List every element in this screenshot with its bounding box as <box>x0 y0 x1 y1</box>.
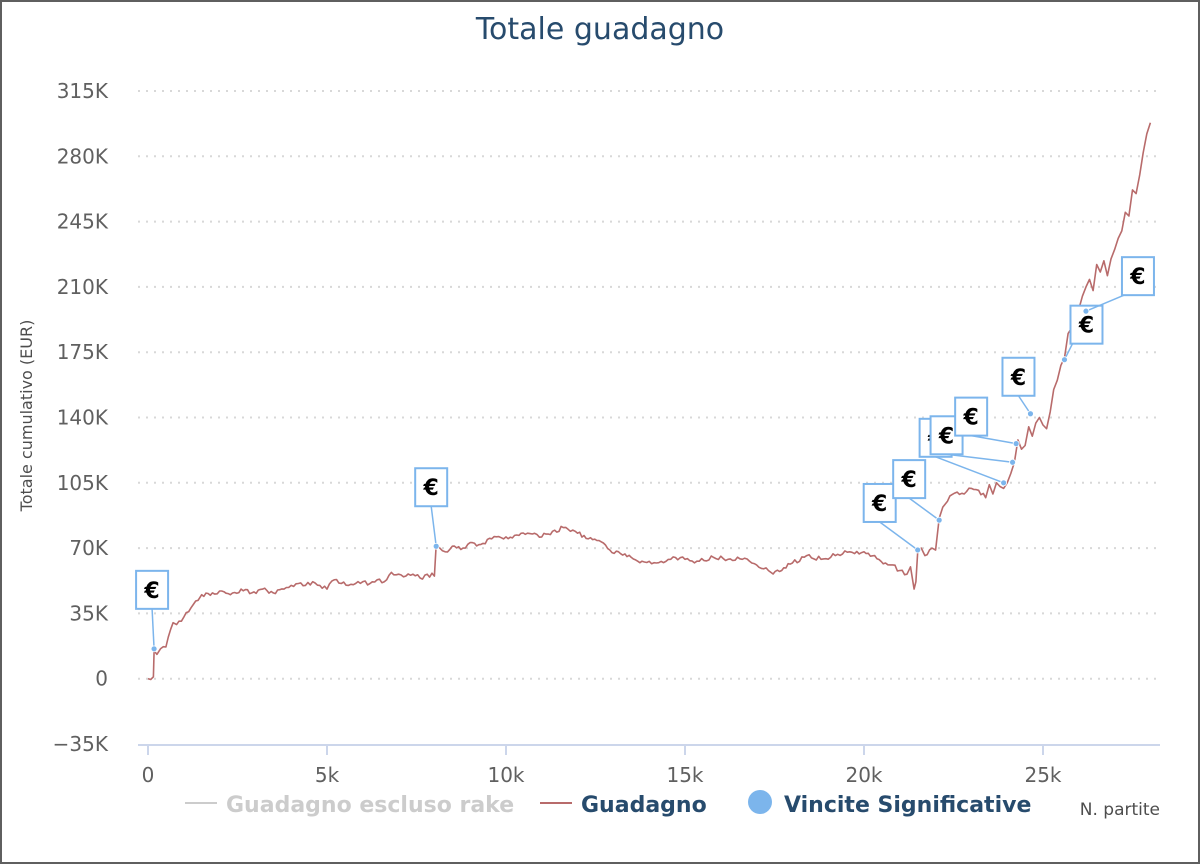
flag-connector <box>1085 294 1125 312</box>
legend-circle-symbol <box>748 790 772 814</box>
significant-win-point[interactable] <box>1027 410 1034 418</box>
chart-title: Totale guadagno <box>475 12 725 47</box>
flag-box[interactable] <box>892 459 927 500</box>
flag-connector <box>430 506 437 547</box>
flag-connector <box>971 434 1017 445</box>
significant-win-point[interactable] <box>935 516 943 524</box>
flag-box[interactable] <box>1120 256 1155 297</box>
flag-euro-label: € <box>1129 265 1145 290</box>
significant-win-point[interactable] <box>1082 307 1090 315</box>
legend-label: Vincite Significative <box>784 793 1031 818</box>
flag-euro-label: € <box>1078 314 1094 339</box>
x-tick-label: 25k <box>1024 763 1061 787</box>
legend-label: Guadagno escluso rake <box>226 793 514 818</box>
flag-connector <box>151 608 155 649</box>
flag-connector <box>935 456 1004 484</box>
x-tick-label: 20k <box>845 763 882 787</box>
y-tick-label: 140K <box>57 406 109 430</box>
x-tick-label: 15k <box>666 763 703 787</box>
flag-box[interactable] <box>862 482 897 523</box>
legend-item[interactable]: Guadagno escluso rake <box>185 793 514 818</box>
flag-box[interactable] <box>135 569 170 610</box>
flag-connector <box>908 497 940 521</box>
significant-win-point[interactable] <box>1009 458 1016 466</box>
significant-win-point[interactable] <box>1012 440 1020 448</box>
x-axis-title: N. partite <box>1080 800 1160 820</box>
flag-euro-label: € <box>962 406 978 431</box>
y-axis-title: Totale cumulativo (EUR) <box>17 320 36 513</box>
x-tick-label: 5k <box>315 763 340 787</box>
flag-euro-label: € <box>871 492 887 517</box>
series-layer <box>147 122 1152 681</box>
legend-item[interactable]: Vincite Significative <box>748 790 1031 818</box>
flag-connector <box>1017 395 1032 415</box>
significant-win-point[interactable] <box>914 546 922 554</box>
y-tick-label: 0 <box>95 667 108 691</box>
flag-euro-label: € <box>938 424 954 449</box>
legend-label: Guadagno <box>581 793 707 818</box>
significant-win-point[interactable] <box>432 542 440 550</box>
y-tick-label: 35K <box>69 601 108 625</box>
axis-layer: 315K 280K 245K 210K 175K 140K 105K 70K 35K 0 −35K 0… <box>17 79 1160 820</box>
y-tick-label: 210K <box>57 275 109 299</box>
flag-box[interactable] <box>414 467 449 508</box>
x-tick-label: 10k <box>487 763 524 787</box>
y-tick-label: 280K <box>57 144 109 168</box>
y-tick-label: 315K <box>57 79 109 103</box>
x-tick-label: 0 <box>142 763 155 787</box>
significant-win-point[interactable] <box>150 645 158 653</box>
series-line-guadagno[interactable] <box>147 122 1152 681</box>
y-tick-label: −35K <box>53 732 109 756</box>
flag-box[interactable] <box>1001 356 1036 397</box>
flag-euro-label: € <box>1010 366 1026 391</box>
flag-euro-label: € <box>423 476 439 501</box>
legend-item[interactable]: Guadagno <box>540 793 707 818</box>
significant-win-point[interactable] <box>1061 356 1068 364</box>
flag-euro-label: € <box>901 468 917 493</box>
flag-euro-label: € <box>143 579 159 604</box>
y-tick-label: 245K <box>57 210 109 234</box>
legend: Guadagno escluso rake Guadagno Vincite Sig… <box>185 790 1031 818</box>
significant-win-point[interactable] <box>1000 479 1008 487</box>
y-tick-label: 70K <box>69 536 108 560</box>
flags-layer: €€€€€€€€€€ <box>135 256 1155 653</box>
flag-connector <box>946 453 1013 464</box>
flag-box[interactable] <box>954 396 989 437</box>
y-tick-label: 175K <box>57 340 109 364</box>
flag-connector <box>879 521 919 551</box>
y-tick-label: 105K <box>57 471 109 495</box>
